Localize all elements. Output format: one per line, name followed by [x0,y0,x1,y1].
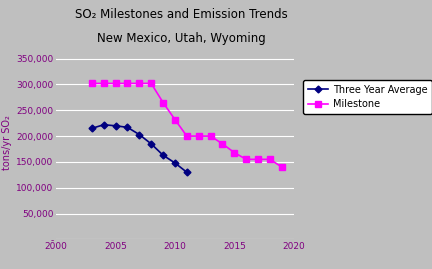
Milestone [232,151,237,154]
Text: SO₂ Milestones and Emission Trends: SO₂ Milestones and Emission Trends [75,8,288,21]
Three Year Average [137,133,142,136]
Milestone [196,134,201,138]
Three Year Average [89,127,95,130]
Milestone [149,82,154,85]
Milestone [101,82,106,85]
Milestone [172,118,178,121]
Three Year Average [113,124,118,128]
Milestone [137,82,142,85]
Milestone [184,134,190,138]
Legend: Three Year Average, Milestone: Three Year Average, Milestone [303,80,432,114]
Line: Three Year Average: Three Year Average [89,122,189,175]
Y-axis label: tons/yr SO₂: tons/yr SO₂ [2,115,12,170]
Milestone [89,82,95,85]
Text: New Mexico, Utah, Wyoming: New Mexico, Utah, Wyoming [97,32,266,45]
Milestone [267,158,273,161]
Three Year Average [184,171,190,174]
Milestone [161,101,166,104]
Three Year Average [172,161,178,165]
Three Year Average [149,142,154,146]
Milestone [220,142,225,146]
Milestone [113,82,118,85]
Milestone [256,158,261,161]
Three Year Average [101,123,106,126]
Milestone [125,82,130,85]
Three Year Average [125,126,130,129]
Line: Milestone: Milestone [89,81,285,170]
Milestone [280,165,285,169]
Three Year Average [161,154,166,157]
Milestone [244,158,249,161]
Milestone [208,134,213,138]
